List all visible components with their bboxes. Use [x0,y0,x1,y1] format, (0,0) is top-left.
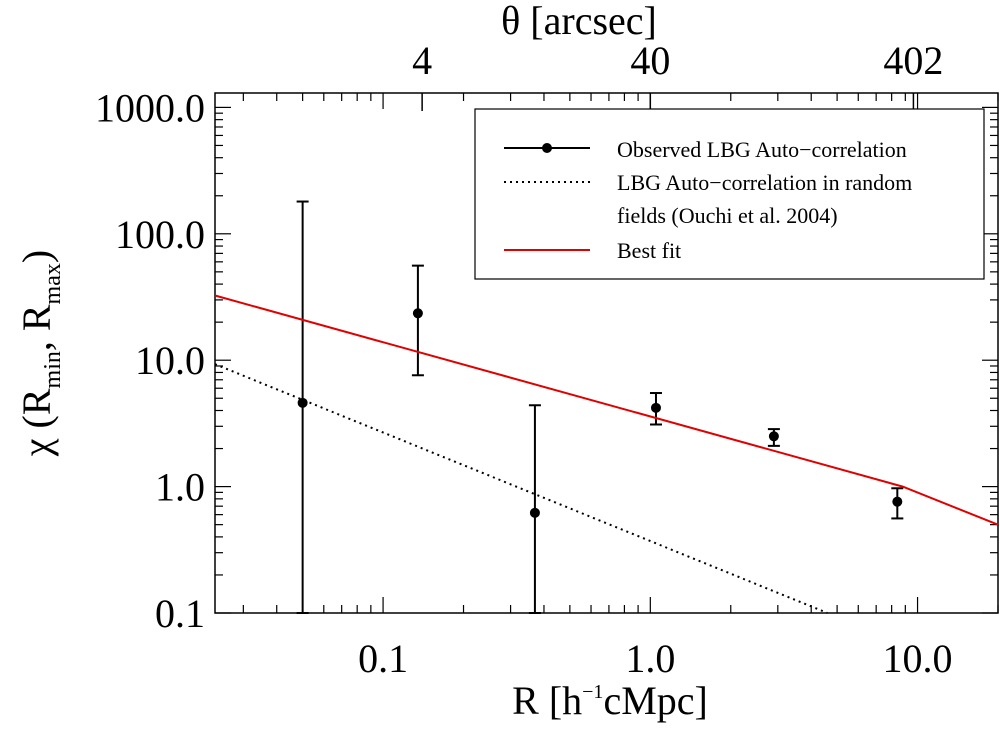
x-tick-label: 1.0 [625,636,675,681]
legend-random-label-line1: LBG Auto−correlation in random [617,170,912,195]
legend-observed-label: Observed LBG Auto−correlation [617,137,907,162]
x-axis-title: R [h−1cMpc] [512,678,708,723]
top-axis-tick-label: 4 [412,38,432,83]
y-tick-label: 1.0 [155,465,205,510]
legend-bestfit-label: Best fit [617,238,681,263]
legend: Observed LBG Auto−correlation LBG Auto−c… [474,108,985,280]
top-axis-tick-label: 40 [630,38,670,83]
y-tick-label: 1000.0 [95,85,205,130]
x-tick-label: 10.0 [883,636,953,681]
y-tick-label: 0.1 [155,591,205,636]
legend-observed-marker [542,143,552,153]
random-field-line [214,363,828,614]
top-axis-title: θ [arcsec] [501,0,657,43]
data-point [650,402,661,413]
best-fit-line [214,294,999,526]
plot-frame [214,92,999,614]
tick-labels: 0.1 1.0 10.0 0.1 1.0 10.0 100.0 1000.0 4 40 402 [95,38,953,681]
minor-ticks [215,93,999,614]
legend-random-label-line2: fields (Ouchi et al. 2004) [617,203,838,228]
series-layer [214,200,999,614]
data-point [892,496,903,507]
data-point [412,308,423,319]
y-tick-label: 100.0 [115,212,205,257]
x-tick-label: 0.1 [358,636,408,681]
y-tick-label: 10.0 [135,338,205,383]
data-point [768,431,779,442]
data-point [529,507,540,518]
major-ticks [421,93,915,111]
top-axis-tick-label: 402 [883,38,943,83]
y-axis-title: χ (Rmin, Rmax) [14,250,66,457]
